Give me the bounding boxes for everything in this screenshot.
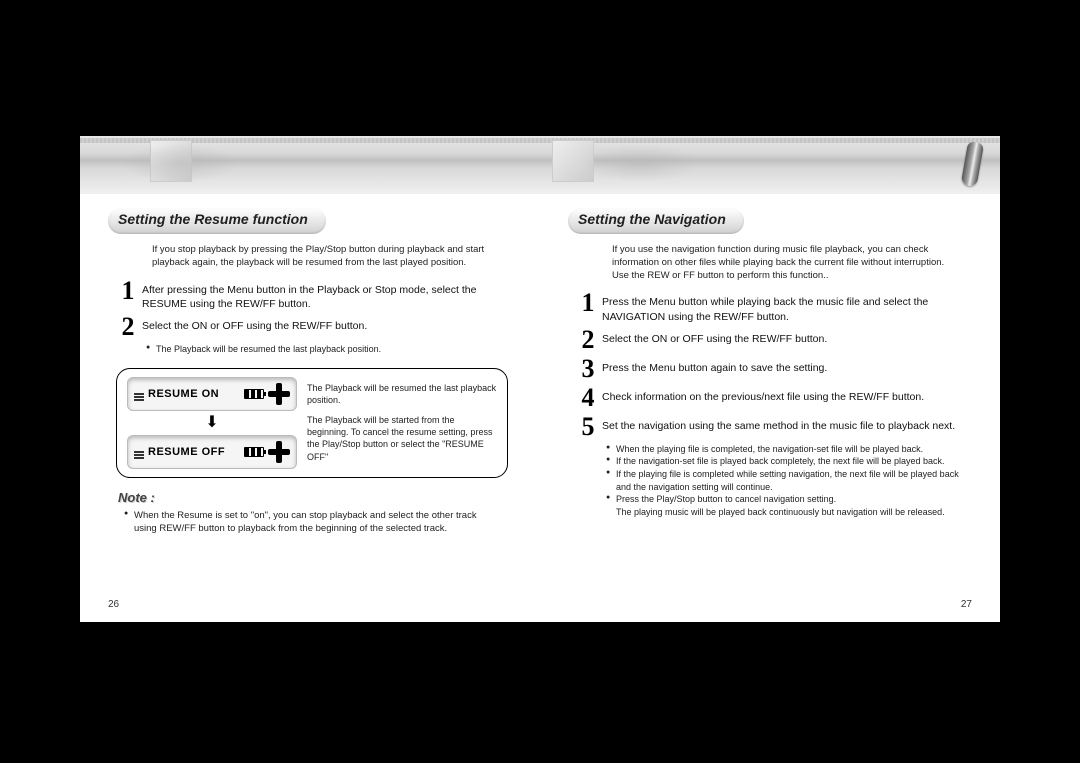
lcd-descriptions: The Playback will be resumed the last pl… bbox=[307, 377, 497, 469]
bullet-item: When the playing file is completed, the … bbox=[606, 443, 964, 456]
dpad-icon bbox=[268, 383, 290, 405]
step-5: 5 Set the navigation using the same meth… bbox=[574, 414, 972, 440]
arrow-down-icon: ⬇ bbox=[205, 415, 218, 431]
earbud-icon bbox=[946, 137, 998, 194]
note-list: When the Resume is set to "on", you can … bbox=[124, 509, 494, 536]
step-number: 5 bbox=[574, 414, 602, 440]
header-strip-right bbox=[540, 136, 1000, 194]
step-number: 2 bbox=[114, 314, 142, 340]
step-text: Check information on the previous/next f… bbox=[602, 385, 924, 404]
section-title: Setting the Resume function bbox=[118, 211, 308, 227]
signal-icon bbox=[134, 387, 144, 401]
lcd-column: RESUME ON ⬇ RESUME OFF bbox=[127, 377, 297, 469]
step-text: Select the ON or OFF using the REW/FF bu… bbox=[142, 314, 367, 333]
header-deco-square bbox=[552, 140, 594, 182]
bullet-item: If the playing file is completed while s… bbox=[606, 468, 964, 493]
header-strip-left bbox=[80, 136, 540, 194]
step-text: Press the Menu button again to save the … bbox=[602, 356, 827, 375]
page-number: 26 bbox=[108, 599, 119, 610]
bullet-item: The Playback will be resumed the last pl… bbox=[146, 343, 504, 356]
page-number: 27 bbox=[961, 599, 972, 610]
lcd-diagram-box: RESUME ON ⬇ RESUME OFF The Playback will… bbox=[116, 368, 508, 478]
page-right: Setting the Navigation If you use the na… bbox=[540, 136, 1000, 622]
section-title-pill: Setting the Navigation bbox=[568, 208, 744, 234]
step-1: 1 After pressing the Menu button in the … bbox=[114, 278, 512, 311]
step-number: 1 bbox=[574, 290, 602, 316]
section-title-pill: Setting the Resume function bbox=[108, 208, 326, 234]
step-text: Set the navigation using the same method… bbox=[602, 414, 955, 433]
section-title: Setting the Navigation bbox=[578, 211, 726, 227]
page-left: Setting the Resume function If you stop … bbox=[80, 136, 540, 622]
step-text: Press the Menu button while playing back… bbox=[602, 290, 972, 323]
dpad-icon bbox=[268, 441, 290, 463]
step-3: 3 Press the Menu button again to save th… bbox=[574, 356, 972, 382]
step-number: 3 bbox=[574, 356, 602, 382]
signal-icon bbox=[134, 445, 144, 459]
step-number: 4 bbox=[574, 385, 602, 411]
step-2: 2 Select the ON or OFF using the REW/FF … bbox=[114, 314, 512, 340]
step-5-bullets: When the playing file is completed, the … bbox=[606, 443, 972, 519]
bullet-item: If the navigation-set file is played bac… bbox=[606, 455, 964, 468]
page-spread: Setting the Resume function If you stop … bbox=[80, 136, 1000, 622]
lcd-label: RESUME OFF bbox=[148, 446, 244, 458]
battery-icon bbox=[244, 447, 264, 457]
intro-text: If you use the navigation function durin… bbox=[612, 244, 972, 282]
step-number: 2 bbox=[574, 327, 602, 353]
step-text: After pressing the Menu button in the Pl… bbox=[142, 278, 512, 311]
battery-icon bbox=[244, 389, 264, 399]
bullet-item: Press the Play/Stop button to cancel nav… bbox=[606, 493, 964, 506]
note-item: When the Resume is set to "on", you can … bbox=[124, 509, 494, 536]
header-deco-square bbox=[150, 140, 192, 182]
step-text: Select the ON or OFF using the REW/FF bu… bbox=[602, 327, 827, 346]
step-2: 2 Select the ON or OFF using the REW/FF … bbox=[574, 327, 972, 353]
step-2-bullets: The Playback will be resumed the last pl… bbox=[146, 343, 512, 356]
step-1: 1 Press the Menu button while playing ba… bbox=[574, 290, 972, 323]
lcd-screen-off: RESUME OFF bbox=[127, 435, 297, 469]
lcd-label: RESUME ON bbox=[148, 388, 244, 400]
bullet-tail: The playing music will be played back co… bbox=[606, 506, 964, 519]
intro-text: If you stop playback by pressing the Pla… bbox=[152, 244, 512, 270]
note-heading: Note : bbox=[118, 490, 512, 505]
lcd-screen-on: RESUME ON bbox=[127, 377, 297, 411]
step-4: 4 Check information on the previous/next… bbox=[574, 385, 972, 411]
desc-on: The Playback will be resumed the last pl… bbox=[307, 382, 497, 406]
step-number: 1 bbox=[114, 278, 142, 304]
desc-off: The Playback will be started from the be… bbox=[307, 414, 497, 463]
